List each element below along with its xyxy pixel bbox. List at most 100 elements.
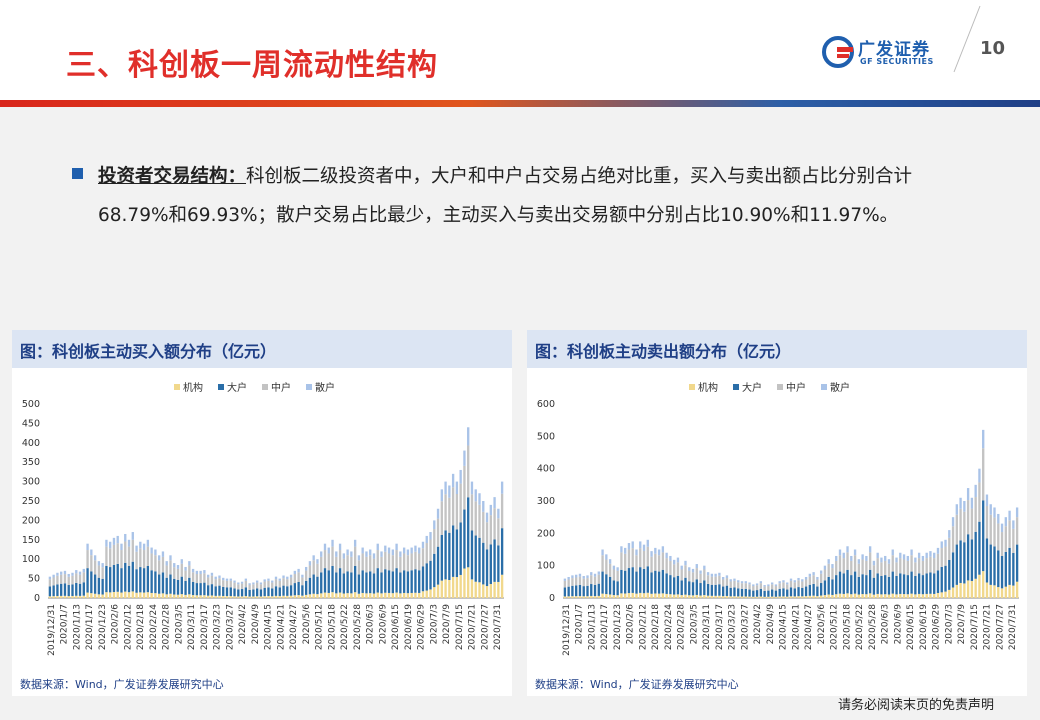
bar-segment — [301, 585, 304, 596]
y-tick-label: 100 — [22, 554, 40, 565]
legend-swatch — [306, 384, 312, 390]
bar-segment — [455, 529, 459, 578]
bar-segment — [463, 568, 466, 598]
legend-label: 散户 — [830, 381, 850, 394]
bar-segment — [887, 559, 891, 564]
bar-segment — [274, 586, 278, 596]
bar-segment — [259, 584, 263, 590]
bar-segment — [804, 576, 808, 580]
bar-segment — [131, 532, 134, 540]
chart-title: 图：科创板主动买入额分布（亿元） — [20, 342, 277, 361]
bar-segment — [970, 497, 974, 509]
bar-segment — [470, 481, 474, 495]
bar-segment — [970, 539, 974, 581]
bar-segment — [425, 535, 428, 544]
bar-segment — [710, 584, 714, 596]
bar-segment — [608, 563, 612, 577]
bar-segment — [635, 593, 638, 598]
bar-segment — [93, 560, 97, 575]
bar-segment — [97, 577, 101, 595]
bar-segment — [575, 585, 578, 597]
bar-segment — [109, 592, 112, 598]
y-tick-label: 0 — [549, 593, 555, 604]
bar-segment — [748, 589, 751, 597]
x-tick-label: 2020/5/12 — [315, 604, 325, 650]
bar-segment — [963, 542, 966, 584]
bar-segment — [1008, 520, 1011, 548]
bar-segment — [944, 565, 947, 592]
bar-segment — [48, 586, 52, 597]
bar-segment — [612, 580, 616, 596]
x-tick-label: 2020/1/23 — [98, 604, 108, 650]
bar-segment — [365, 551, 368, 557]
bar-segment — [320, 572, 323, 594]
bar-segment — [195, 570, 199, 575]
x-tick-label: 2020/6/9 — [378, 604, 388, 645]
bar-segment — [884, 594, 887, 598]
x-tick-label: 2020/3/27 — [225, 604, 235, 650]
bar-segment — [146, 592, 150, 598]
bar-segment — [737, 588, 740, 597]
bar-segment — [406, 571, 410, 594]
bar-segment — [819, 573, 823, 584]
bar-segment — [563, 578, 567, 581]
chart-header: 图：科创板主动买入额分布（亿元） — [12, 330, 512, 368]
bar-segment — [101, 578, 104, 595]
bar-segment — [676, 557, 680, 563]
bar-segment — [131, 591, 134, 598]
bar-segment — [154, 555, 157, 572]
bar-segment — [793, 580, 796, 583]
bar-segment — [959, 540, 962, 583]
bar-segment — [240, 596, 244, 598]
bar-segment — [586, 596, 589, 598]
bar-segment — [304, 566, 308, 571]
bar-segment — [86, 543, 89, 551]
bar-segment — [842, 558, 845, 574]
bar-segment — [380, 551, 383, 557]
bar-segment — [244, 578, 248, 581]
bar-segment — [173, 578, 176, 595]
bar-segment — [605, 554, 608, 560]
bar-segment — [586, 578, 589, 586]
bar-segment — [188, 565, 191, 578]
bar-segment — [778, 583, 781, 589]
bar-segment — [571, 585, 574, 597]
bar-segment — [139, 567, 142, 593]
bar-segment — [139, 541, 142, 549]
bar-segment — [158, 574, 161, 594]
y-tick-label: 400 — [537, 464, 555, 475]
bar-segment — [608, 576, 612, 595]
x-tick-label: 2020/4/9 — [766, 604, 776, 645]
bar-segment — [316, 576, 319, 595]
bar-segment — [158, 555, 161, 561]
bar-segment — [695, 564, 698, 569]
bar-segment — [778, 596, 781, 598]
bar-segment — [966, 488, 970, 501]
bar-segment — [936, 547, 940, 554]
bar-segment — [436, 546, 440, 585]
bar-segment — [323, 550, 327, 569]
bar-segment — [884, 560, 887, 576]
bar-segment — [616, 570, 619, 582]
bar-segment — [612, 569, 616, 581]
bar-segment — [493, 508, 496, 540]
bar-segment — [320, 551, 323, 557]
bar-segment — [308, 565, 312, 578]
bar-segment — [451, 487, 455, 526]
bar-segment — [56, 595, 59, 598]
bar-segment — [127, 565, 131, 593]
bar-segment — [865, 594, 868, 598]
bar-segment — [936, 592, 940, 598]
bar-segment — [823, 569, 827, 581]
bar-segment — [323, 568, 327, 593]
bar-segment — [372, 593, 376, 598]
bar-segment — [752, 596, 755, 598]
bar-segment — [176, 565, 180, 569]
bar-segment — [842, 593, 845, 598]
bar-segment — [1015, 517, 1019, 545]
bar-segment — [433, 587, 436, 598]
bar-segment — [353, 565, 357, 593]
bar-segment — [639, 592, 642, 598]
bar-segment — [63, 574, 67, 584]
bar-segment — [376, 568, 379, 593]
